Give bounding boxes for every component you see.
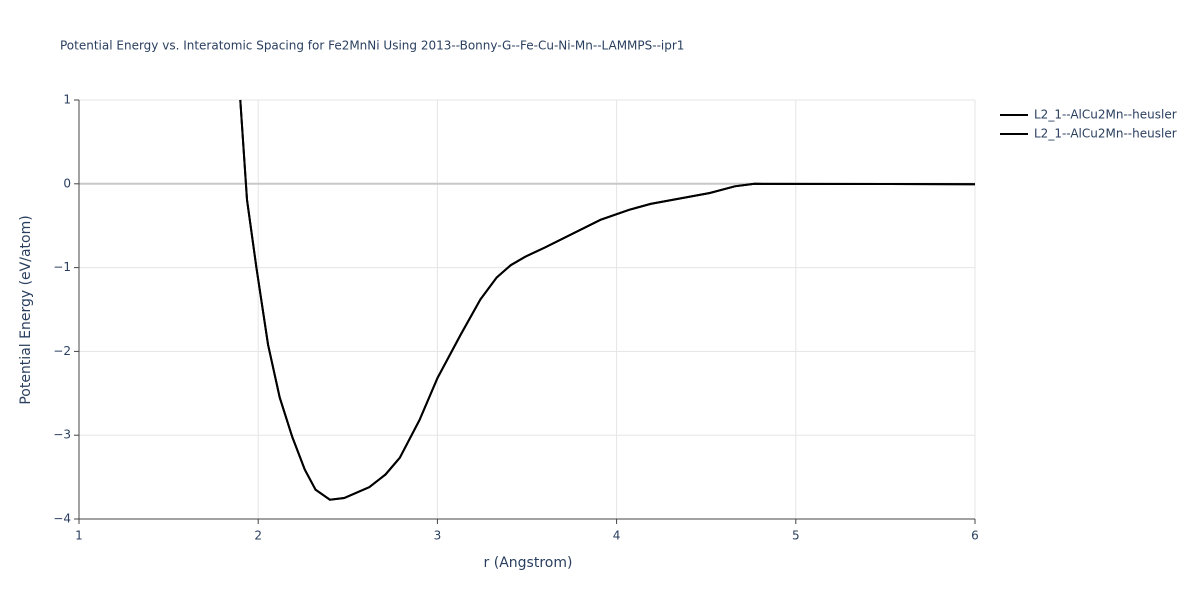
- legend-label: L2_1--AlCu2Mn--heusler: [1034, 108, 1177, 122]
- x-tick-label: 4: [613, 529, 621, 543]
- y-axis-title: Potential Energy (eV/atom): [18, 215, 34, 404]
- x-tick-label: 5: [792, 529, 800, 543]
- data-line: [239, 99, 976, 501]
- y-tick-label: −2: [53, 344, 71, 358]
- x-tick-label: 2: [254, 529, 262, 543]
- y-tick-label: 1: [63, 93, 71, 107]
- chart-title: Potential Energy vs. Interatomic Spacing…: [60, 39, 684, 53]
- x-tick-label: 3: [434, 529, 442, 543]
- x-tick-label: 6: [971, 529, 979, 543]
- data-line: [239, 99, 976, 501]
- x-axis-title: r (Angstrom): [484, 555, 573, 571]
- y-tick-label: −3: [53, 428, 71, 442]
- y-tick-label: −1: [53, 260, 71, 274]
- y-tick-label: 0: [63, 176, 71, 190]
- y-tick-label: −4: [53, 512, 71, 526]
- x-tick-label: 1: [75, 529, 83, 543]
- legend-label: L2_1--AlCu2Mn--heusler: [1034, 127, 1177, 141]
